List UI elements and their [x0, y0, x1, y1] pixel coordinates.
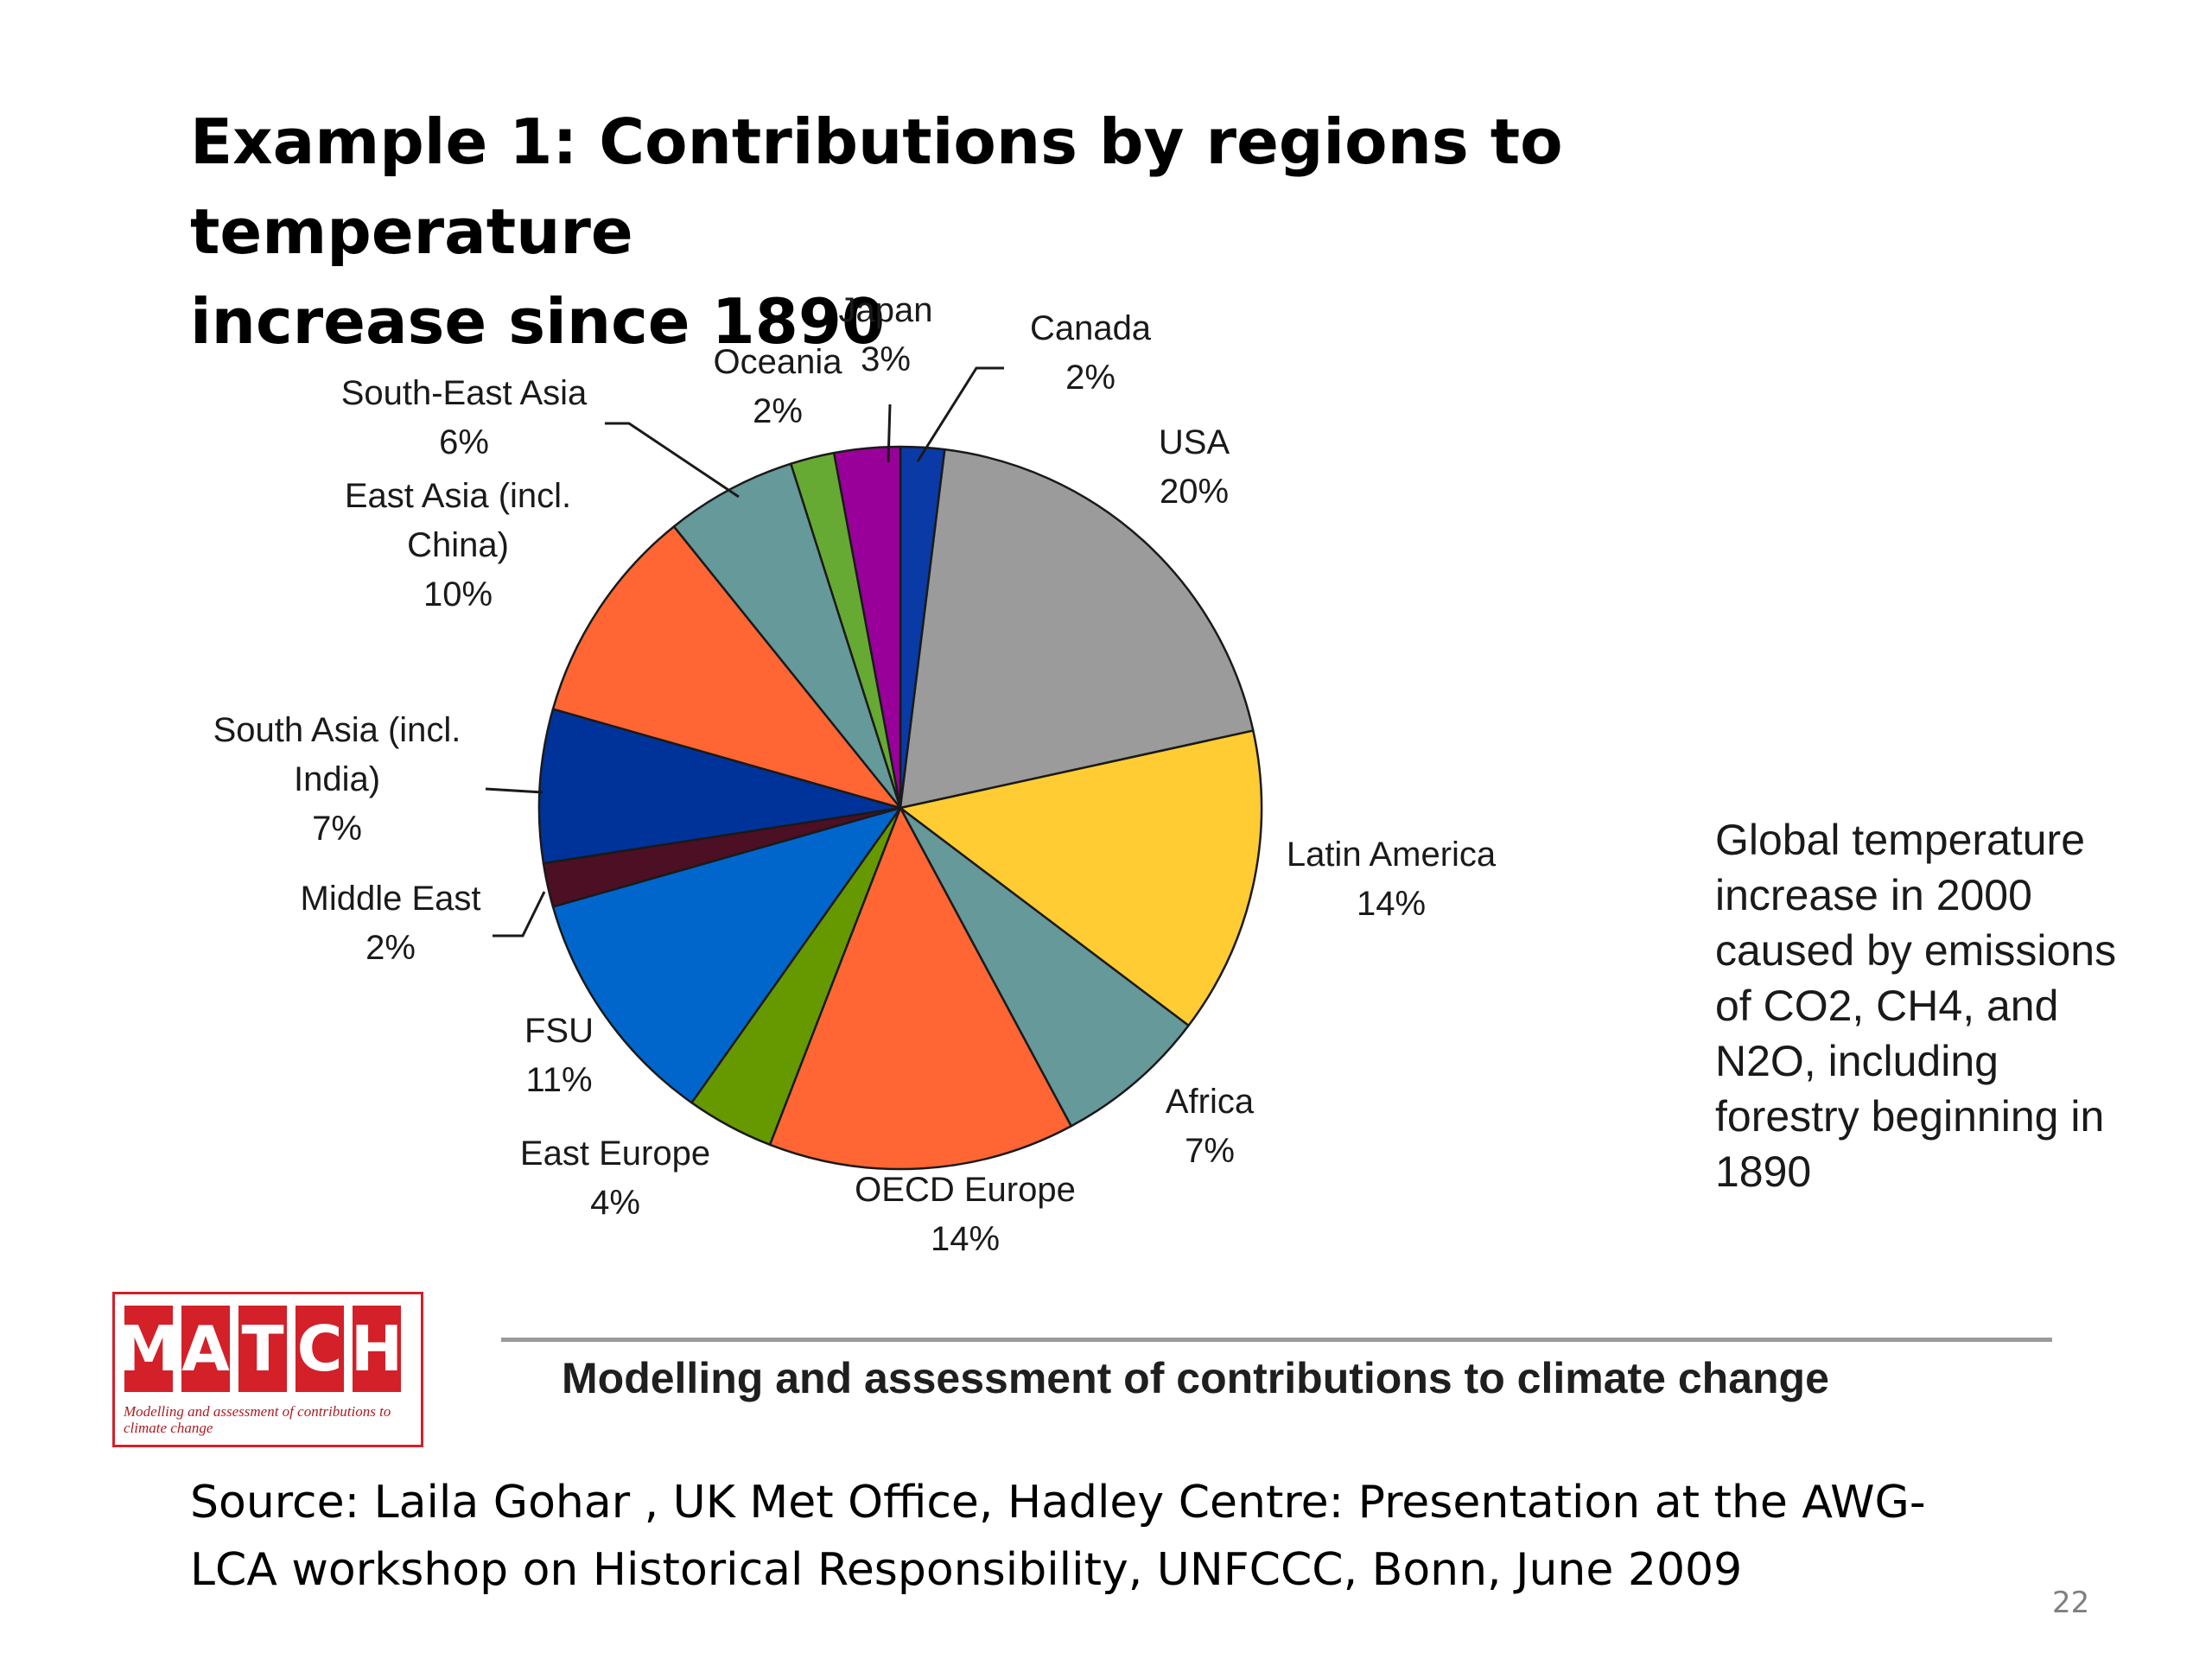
slice-label-line: Japan: [839, 291, 933, 329]
slide-title-line-2: increase since 1890: [190, 285, 886, 358]
slice-label-line: 6%: [439, 423, 489, 461]
slice-label: Canada 2%: [1030, 309, 1152, 397]
chart-side-note: Global temperature increase in 2000 caus…: [1715, 816, 2117, 1196]
match-logo-letter: A: [179, 1303, 232, 1395]
slice-label: Middle East 2%: [301, 880, 481, 967]
slice-label-line: 7%: [312, 810, 362, 848]
slice-label: East Asia (incl. China) 10%: [345, 477, 571, 613]
leader-line: [493, 891, 546, 938]
match-logo-letter: M: [118, 1303, 180, 1395]
slice-label-line: South-East Asia: [341, 374, 588, 412]
match-logo-letter: C: [293, 1303, 346, 1395]
pie-slice: [551, 806, 902, 1104]
match-logo-tagline: Modelling and assessment of contribution…: [124, 1403, 391, 1436]
slice-label-line: 14%: [931, 1220, 1000, 1258]
leader-line: [605, 422, 740, 499]
slice-label: Africa 7%: [1166, 1083, 1255, 1170]
slice-label-line: East Europe: [520, 1135, 710, 1173]
footer-divider: [501, 1338, 2052, 1342]
footer-caption: Modelling and assessment of contribution…: [562, 1354, 1829, 1402]
slice-label-line: Canada: [1030, 309, 1152, 347]
slice-label: Latin America 14%: [1287, 836, 1497, 923]
leader-line: [485, 787, 543, 794]
pie-slice: [899, 729, 1263, 1027]
slice-label-line: 4%: [590, 1184, 640, 1222]
slice-label-line: Africa: [1166, 1083, 1255, 1121]
slice-label: South-East Asia 6%: [341, 374, 588, 461]
pie-slice: [537, 708, 902, 865]
slice-label-line: FSU: [524, 1012, 594, 1050]
source-line-1: Source: Laila Gohar , UK Met Office, Had…: [190, 1477, 1926, 1529]
slice-label-line: East Asia (incl.: [345, 477, 571, 515]
slice-label-line: 2%: [365, 929, 416, 967]
pie-slice: [551, 525, 902, 810]
slice-label-line: Oceania: [714, 343, 843, 381]
slice-label-line: 20%: [1160, 473, 1229, 511]
match-logo-letter: H: [350, 1303, 404, 1395]
page-number: 22: [2052, 1586, 2090, 1620]
leader-line: [887, 404, 892, 463]
slice-label: Japan 3%: [839, 291, 933, 378]
pie-slices: [537, 445, 1263, 1171]
source-line-2: LCA workshop on Historical Responsibilit…: [190, 1544, 1743, 1596]
slice-label-line: Middle East: [301, 880, 481, 918]
leader-line: [916, 366, 1004, 462]
pie-slice: [832, 445, 902, 810]
slice-label: East Europe 4%: [520, 1135, 710, 1222]
slice-label: OECD Europe 14%: [855, 1171, 1076, 1258]
slice-label: USA 20%: [1159, 423, 1230, 511]
slide-title: Example 1: Contributions by regions to t…: [190, 97, 1918, 366]
slice-labels: Canada 2% USA 20% Latin America 14% Africa 7% OE…: [213, 291, 1497, 1258]
slice-label-line: USA: [1159, 423, 1230, 461]
slice-label-line: 7%: [1185, 1132, 1235, 1170]
slice-label-line: South Asia (incl.: [213, 711, 461, 749]
slice-label-line: 2%: [1065, 359, 1116, 397]
pie-slice: [768, 806, 1072, 1171]
slice-label: FSU 11%: [524, 1012, 594, 1099]
slice-label-line: China): [407, 526, 509, 564]
slice-label-line: 11%: [525, 1061, 592, 1099]
match-logo-letter: T: [236, 1303, 289, 1395]
source-citation: Source: Laila Gohar , UK Met Office, Had…: [190, 1469, 2048, 1604]
slice-label-line: Latin America: [1287, 836, 1497, 874]
slice-label: South Asia (incl. India) 7%: [213, 711, 461, 848]
slice-label: Oceania 2%: [714, 343, 843, 430]
slice-label-line: OECD Europe: [855, 1171, 1076, 1209]
slice-label-line: 10%: [423, 575, 493, 613]
slice-label-line: 2%: [753, 392, 803, 430]
leader-lines: [485, 366, 1004, 938]
slide-title-line-1: Example 1: Contributions by regions to t…: [190, 105, 1563, 268]
pie-slice: [899, 448, 1255, 810]
pie-slice: [899, 806, 1190, 1128]
slice-label-line: 14%: [1357, 885, 1426, 923]
slice-label-line: 3%: [861, 340, 911, 378]
slice-label-line: India): [294, 760, 380, 798]
